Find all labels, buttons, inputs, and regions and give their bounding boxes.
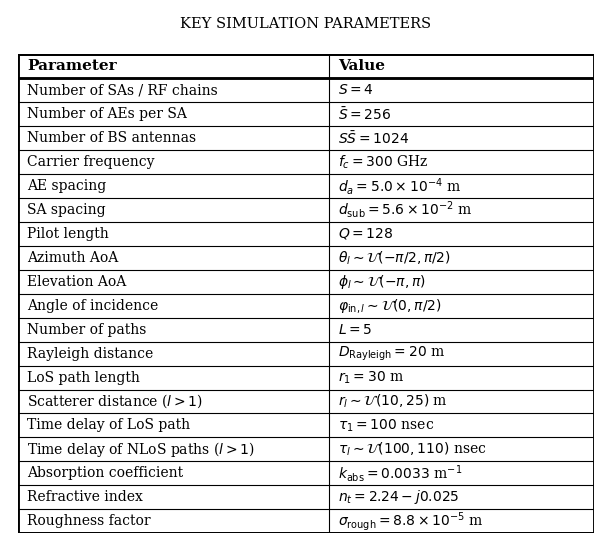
Text: Absorption coefficient: Absorption coefficient <box>27 466 183 480</box>
Text: Parameter: Parameter <box>27 59 116 73</box>
Text: Time delay of NLoS paths ($l > 1$): Time delay of NLoS paths ($l > 1$) <box>27 440 255 459</box>
Text: Angle of incidence: Angle of incidence <box>27 299 158 313</box>
Text: Azimuth AoA: Azimuth AoA <box>27 251 118 265</box>
Text: $\tau_1 = 100$ nsec: $\tau_1 = 100$ nsec <box>338 417 434 434</box>
Text: SA spacing: SA spacing <box>27 203 105 217</box>
Text: Scatterer distance ($l > 1$): Scatterer distance ($l > 1$) <box>27 393 202 410</box>
Text: Number of SAs / RF chains: Number of SAs / RF chains <box>27 83 218 97</box>
Text: $\theta_l \sim \mathcal{U}(-\pi/2, \pi/2)$: $\theta_l \sim \mathcal{U}(-\pi/2, \pi/2… <box>338 249 451 267</box>
Text: LoS path length: LoS path length <box>27 370 140 385</box>
Text: $k_{\mathrm{abs}} = 0.0033$ m$^{-1}$: $k_{\mathrm{abs}} = 0.0033$ m$^{-1}$ <box>338 463 462 484</box>
Text: KEY SIMULATION PARAMETERS: KEY SIMULATION PARAMETERS <box>181 17 431 32</box>
Text: Number of paths: Number of paths <box>27 323 146 337</box>
Text: $\bar{S} = 256$: $\bar{S} = 256$ <box>338 106 391 122</box>
Text: $\varphi_{\mathrm{in},l} \sim \mathcal{U}(0, \pi/2)$: $\varphi_{\mathrm{in},l} \sim \mathcal{U… <box>338 296 441 315</box>
Text: Carrier frequency: Carrier frequency <box>27 155 155 169</box>
Text: Pilot length: Pilot length <box>27 227 108 241</box>
Text: $S = 4$: $S = 4$ <box>338 83 373 97</box>
Text: $\sigma_{\mathrm{rough}} = 8.8 \times 10^{-5}$ m: $\sigma_{\mathrm{rough}} = 8.8 \times 10… <box>338 510 483 533</box>
Text: $f_c = 300$ GHz: $f_c = 300$ GHz <box>338 153 428 171</box>
Text: $D_{\mathrm{Rayleigh}} = 20$ m: $D_{\mathrm{Rayleigh}} = 20$ m <box>338 344 445 363</box>
Text: Time delay of LoS path: Time delay of LoS path <box>27 418 190 432</box>
Text: Number of AEs per SA: Number of AEs per SA <box>27 107 187 121</box>
Text: $r_1 = 30$ m: $r_1 = 30$ m <box>338 369 404 386</box>
Text: $\phi_l \sim \mathcal{U}(-\pi, \pi)$: $\phi_l \sim \mathcal{U}(-\pi, \pi)$ <box>338 273 425 291</box>
Text: Elevation AoA: Elevation AoA <box>27 275 126 289</box>
Text: $Q = 128$: $Q = 128$ <box>338 226 393 242</box>
Text: Refractive index: Refractive index <box>27 490 142 504</box>
Text: $r_l \sim \mathcal{U}(10, 25)$ m: $r_l \sim \mathcal{U}(10, 25)$ m <box>338 393 447 410</box>
Text: Number of BS antennas: Number of BS antennas <box>27 131 196 145</box>
Text: $S\bar{S} = 1024$: $S\bar{S} = 1024$ <box>338 130 409 146</box>
Text: $L = 5$: $L = 5$ <box>338 323 372 337</box>
Text: $n_t = 2.24 - j0.025$: $n_t = 2.24 - j0.025$ <box>338 488 459 506</box>
Text: Roughness factor: Roughness factor <box>27 514 150 528</box>
Text: AE spacing: AE spacing <box>27 179 106 193</box>
Text: Value: Value <box>338 59 385 73</box>
Text: $d_{\mathrm{sub}} = 5.6 \times 10^{-2}$ m: $d_{\mathrm{sub}} = 5.6 \times 10^{-2}$ … <box>338 200 472 220</box>
Text: Rayleigh distance: Rayleigh distance <box>27 347 153 361</box>
Text: $d_a = 5.0 \times 10^{-4}$ m: $d_a = 5.0 \times 10^{-4}$ m <box>338 176 461 196</box>
Text: $\tau_l \sim \mathcal{U}(100, 110)$ nsec: $\tau_l \sim \mathcal{U}(100, 110)$ nsec <box>338 441 486 458</box>
